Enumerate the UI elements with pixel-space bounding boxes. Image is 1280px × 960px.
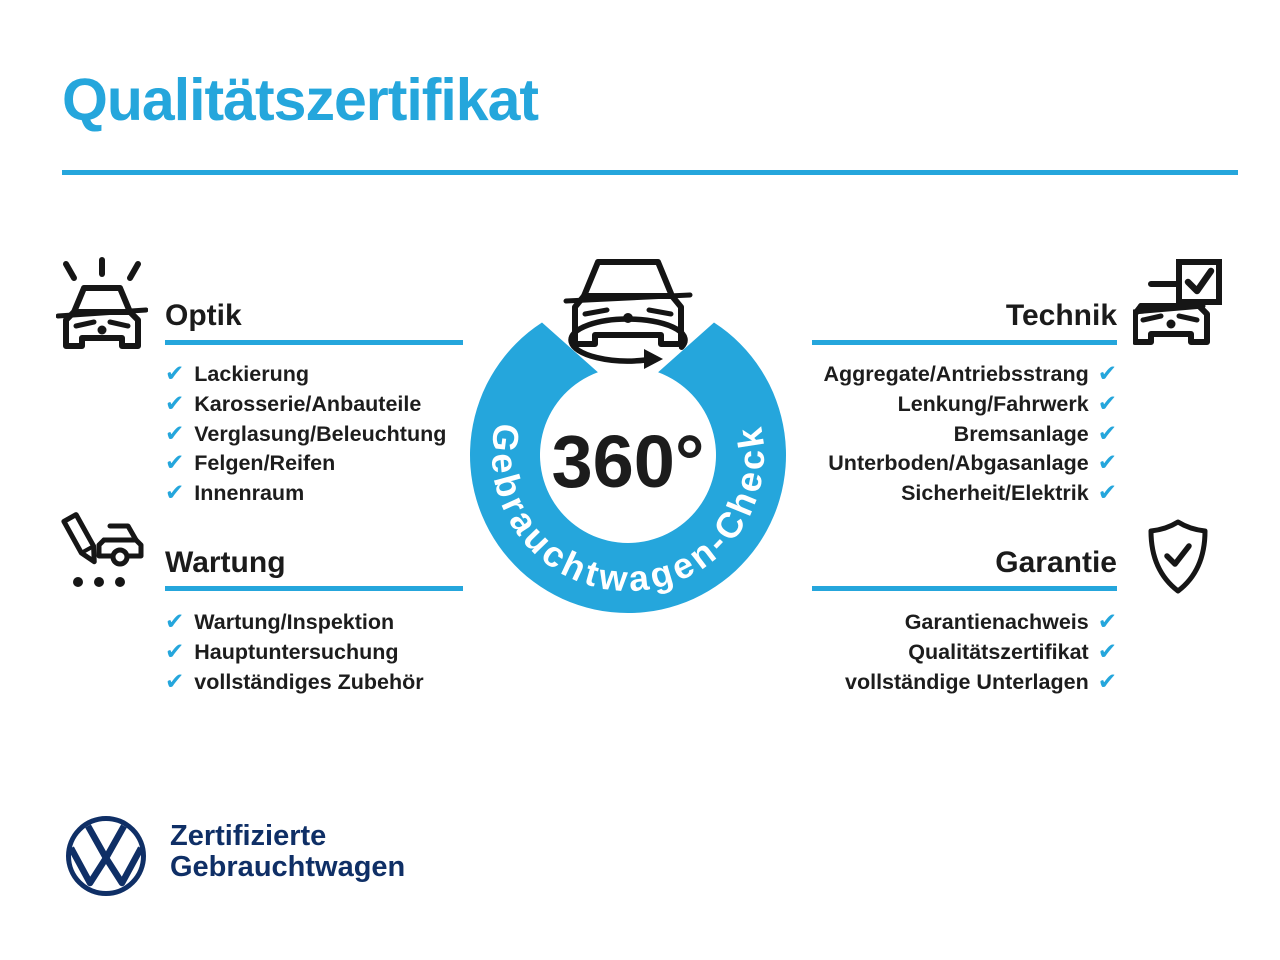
check-icon: ✔ [165,450,185,477]
checklist-item: ✔ Innenraum [165,479,446,509]
brand-wordmark: Zertifizierte Gebrauchtwagen [170,821,405,883]
section-divider-garantie [812,586,1117,591]
check-icon: ✔ [1097,420,1117,447]
checklist-technik: Aggregate/Antriebsstrang ✔ Lenkung/Fahrwe… [824,360,1118,508]
pencil-checklist-car-icon [61,512,144,587]
section-divider-optik [165,340,463,345]
section-divider-technik [812,340,1117,345]
car-360-rotation-icon [563,259,693,369]
checklist-item: ✔ vollständiges Zubehör [165,667,424,697]
checklist-label: Felgen/Reifen [194,451,336,476]
page-title: Qualitätszertifikat [62,67,539,133]
checklist-item: Lenkung/Fahrwerk ✔ [898,390,1117,420]
checklist-label: vollständiges Zubehör [194,669,424,694]
checklist-label: Verglasung/Beleuchtung [194,421,447,446]
check-icon: ✔ [165,609,185,636]
checklist-label: vollständige Unterlagen [845,669,1089,694]
checklist-label: Aggregate/Antriebsstrang [823,362,1089,387]
checklist-item: ✔ Karosserie/Anbauteile [165,390,446,420]
brand-line-2: Gebrauchtwagen [170,851,406,883]
check-icon: ✔ [1097,391,1117,418]
checklist-item: Unterboden/Abgasanlage ✔ [828,449,1117,479]
check-icon: ✔ [1097,609,1117,636]
checklist-label: Unterboden/Abgasanlage [828,451,1089,476]
checklist-label: Lenkung/Fahrwerk [897,392,1089,417]
checklist-garantie: Garantienachweis ✔ Qualitätszertifikat ✔ v… [845,608,1117,697]
checklist-item: ✔ Hauptuntersuchung [165,638,424,668]
checklist-optik: ✔ Lackierung ✔ Karosserie/Anbauteile ✔ Verg… [165,360,446,508]
checklist-item: Aggregate/Antriebsstrang ✔ [824,360,1118,390]
car-checkbox-icon [1133,259,1222,345]
checklist-label: Wartung/Inspektion [194,610,395,635]
checklist-item: vollständige Unterlagen ✔ [845,667,1117,697]
check-icon: ✔ [1097,450,1117,477]
section-title-optik: Optik [165,299,242,332]
check-icon: ✔ [165,420,185,447]
check-icon: ✔ [1097,639,1117,666]
checklist-label: Karosserie/Anbauteile [194,392,422,417]
checklist-label: Hauptuntersuchung [194,640,399,665]
checklist-item: Bremsanlage ✔ [954,419,1117,449]
shining-car-icon [56,257,148,349]
checklist-wartung: ✔ Wartung/Inspektion ✔ Hauptuntersuchung ✔… [165,608,424,697]
checklist-item: ✔ Wartung/Inspektion [165,608,424,638]
shield-check-icon [1148,519,1208,594]
section-divider-wartung [165,586,463,591]
badge-degree: 360° [551,420,704,503]
check-icon: ✔ [1097,361,1117,388]
checklist-label: Qualitätszertifikat [908,640,1089,665]
badge-ring [470,322,786,614]
checklist-label: Innenraum [194,481,305,506]
check-icon: ✔ [165,391,185,418]
checklist-item: Qualitätszertifikat ✔ [908,638,1117,668]
section-title-wartung: Wartung [165,546,286,579]
check-icon: ✔ [165,668,185,695]
check-icon: ✔ [1097,668,1117,695]
checklist-label: Lackierung [194,362,309,387]
checklist-item: Garantienachweis ✔ [905,608,1117,638]
checklist-label: Sicherheit/Elektrik [901,481,1089,506]
vw-logo [66,816,146,896]
brand-line-1: Zertifizierte [170,820,327,852]
check-icon: ✔ [165,361,185,388]
checklist-label: Garantienachweis [904,610,1089,635]
checklist-item: Sicherheit/Elektrik ✔ [901,479,1117,509]
check-icon: ✔ [165,639,185,666]
checklist-label: Bremsanlage [953,421,1089,446]
title-divider [62,170,1238,175]
checklist-item: ✔ Felgen/Reifen [165,449,446,479]
checklist-item: ✔ Lackierung [165,360,446,390]
section-title-garantie: Garantie [995,546,1117,579]
check-icon: ✔ [1097,480,1117,507]
check-icon: ✔ [165,480,185,507]
section-title-technik: Technik [1005,299,1117,332]
checklist-item: ✔ Verglasung/Beleuchtung [165,419,446,449]
